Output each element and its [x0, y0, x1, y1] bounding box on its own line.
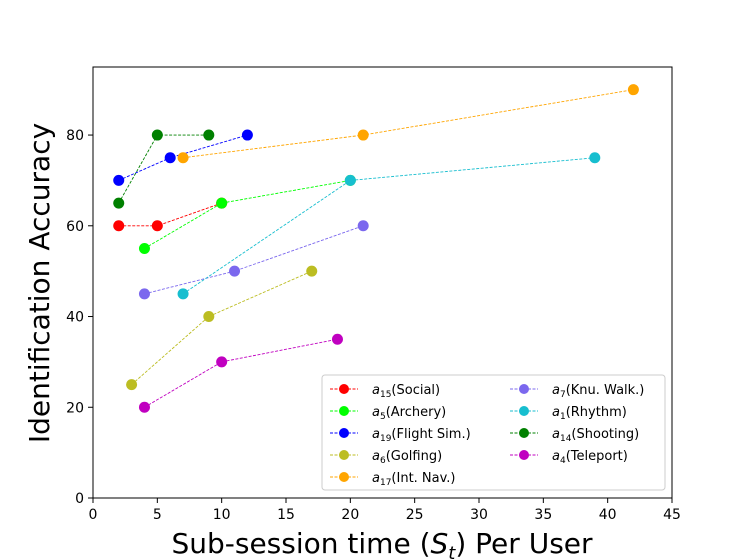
legend-item: a17(Int. Nav.)	[330, 471, 456, 488]
y-axis-ticks: 0 20 40 60 80	[66, 128, 93, 507]
series-line	[144, 179, 351, 249]
series-5	[138, 220, 369, 300]
y-tick-label: 20	[66, 400, 84, 416]
legend-marker	[519, 428, 529, 438]
x-tick-label: 30	[470, 507, 488, 523]
legend-label: a15(Social)	[372, 383, 440, 400]
data-point	[164, 152, 176, 164]
x-tick-label: 0	[89, 507, 98, 523]
legend-marker	[339, 406, 349, 416]
x-tick-label: 45	[663, 507, 681, 523]
legend-label: a4(Teleport)	[552, 449, 628, 466]
legend-item: a7(Knu. Walk.)	[510, 383, 644, 400]
legend-box	[321, 374, 666, 491]
data-point	[331, 333, 343, 345]
data-point	[126, 379, 138, 391]
series-4	[177, 84, 639, 164]
x-tick-label: 35	[534, 507, 552, 523]
series-0	[113, 197, 228, 232]
x-tick-label: 5	[153, 507, 162, 523]
legend-item: a5(Archery)	[330, 405, 446, 422]
series-line	[182, 157, 595, 295]
legend-item: a6(Golfing)	[330, 449, 442, 466]
data-point	[177, 288, 189, 300]
data-point	[357, 129, 369, 141]
data-point	[151, 220, 163, 232]
series-3	[126, 265, 318, 391]
data-point	[113, 174, 125, 186]
legend-label: a1(Rhythm)	[552, 405, 627, 422]
legend-item: a19(Flight Sim.)	[330, 427, 471, 444]
series-2	[113, 129, 253, 186]
x-tick-label: 20	[341, 507, 359, 523]
data-point	[627, 84, 639, 96]
x-axis-title: Sub-session time (St) Per User	[171, 527, 593, 560]
data-point	[138, 401, 150, 413]
data-point	[151, 129, 163, 141]
legend-item: a1(Rhythm)	[510, 405, 627, 422]
y-axis-title: Identification Accuracy	[23, 123, 56, 443]
data-point	[589, 152, 601, 164]
y-tick-label: 80	[66, 128, 84, 144]
legend-label: a7(Knu. Walk.)	[552, 383, 644, 400]
data-point	[357, 220, 369, 232]
series-layer	[113, 84, 639, 413]
legend-marker	[339, 428, 349, 438]
legend-item: a14(Shooting)	[510, 427, 639, 444]
y-tick-label: 0	[75, 491, 84, 507]
data-point	[113, 197, 125, 209]
data-point	[229, 265, 241, 277]
legend: a15(Social) a5(Archery) a19(Flight Sim.) a6…	[321, 374, 666, 491]
data-point	[203, 311, 215, 323]
x-tick-label: 10	[213, 507, 231, 523]
data-point	[138, 288, 150, 300]
series-6	[177, 152, 601, 300]
x-tick-label: 15	[277, 507, 295, 523]
x-tick-label: 40	[599, 507, 617, 523]
legend-label: a14(Shooting)	[552, 427, 639, 444]
data-point	[203, 129, 215, 141]
legend-marker	[519, 450, 529, 460]
legend-label: a5(Archery)	[372, 405, 446, 422]
legend-label: a6(Golfing)	[372, 449, 442, 466]
data-point	[216, 356, 228, 368]
legend-label: a19(Flight Sim.)	[372, 427, 471, 444]
legend-marker	[339, 450, 349, 460]
plot-frame	[92, 66, 673, 499]
data-point	[344, 174, 356, 186]
data-point	[241, 129, 253, 141]
data-point	[177, 152, 189, 164]
series-line	[144, 338, 338, 408]
x-axis-ticks: 0 5 10 15 20 25 30 35 40 45	[89, 498, 681, 523]
legend-marker	[519, 384, 529, 394]
legend-item: a4(Teleport)	[510, 449, 628, 466]
series-7	[113, 129, 215, 209]
x-tick-label: 25	[406, 507, 424, 523]
data-point	[216, 197, 228, 209]
series-line	[131, 270, 312, 385]
data-point	[306, 265, 318, 277]
legend-item: a15(Social)	[330, 383, 440, 400]
data-point	[113, 220, 125, 232]
legend-label: a17(Int. Nav.)	[372, 471, 456, 488]
legend-marker	[339, 384, 349, 394]
series-8	[138, 333, 343, 413]
legend-marker	[339, 472, 349, 482]
y-tick-label: 40	[66, 310, 84, 326]
legend-marker	[519, 406, 529, 416]
data-point	[138, 242, 150, 254]
y-tick-label: 60	[66, 219, 84, 235]
